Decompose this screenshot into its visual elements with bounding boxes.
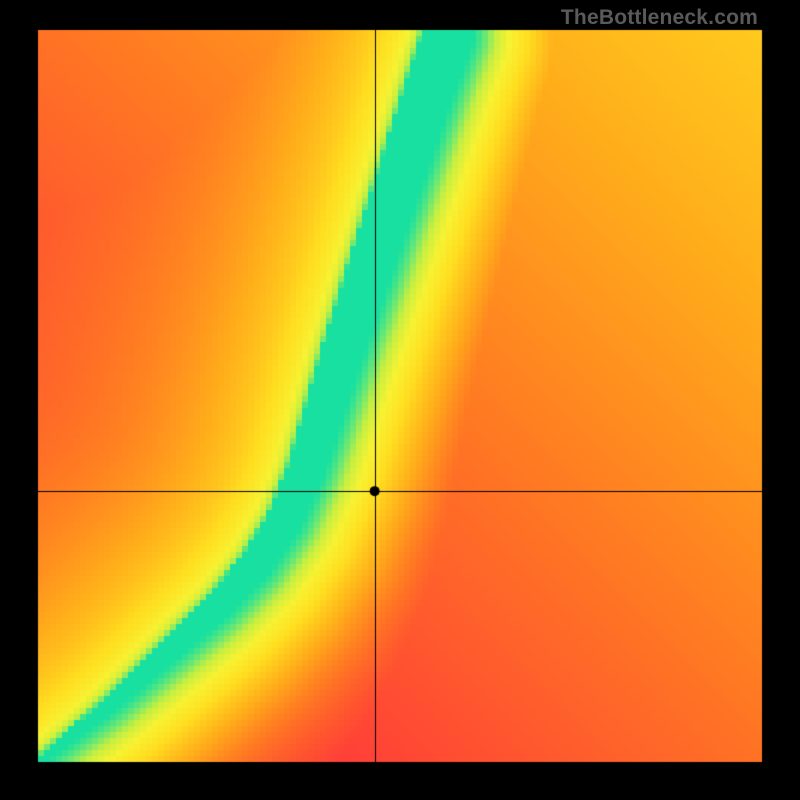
- heatmap-canvas: [0, 0, 800, 800]
- chart-frame: TheBottleneck.com: [0, 0, 800, 800]
- watermark-text: TheBottleneck.com: [561, 6, 758, 30]
